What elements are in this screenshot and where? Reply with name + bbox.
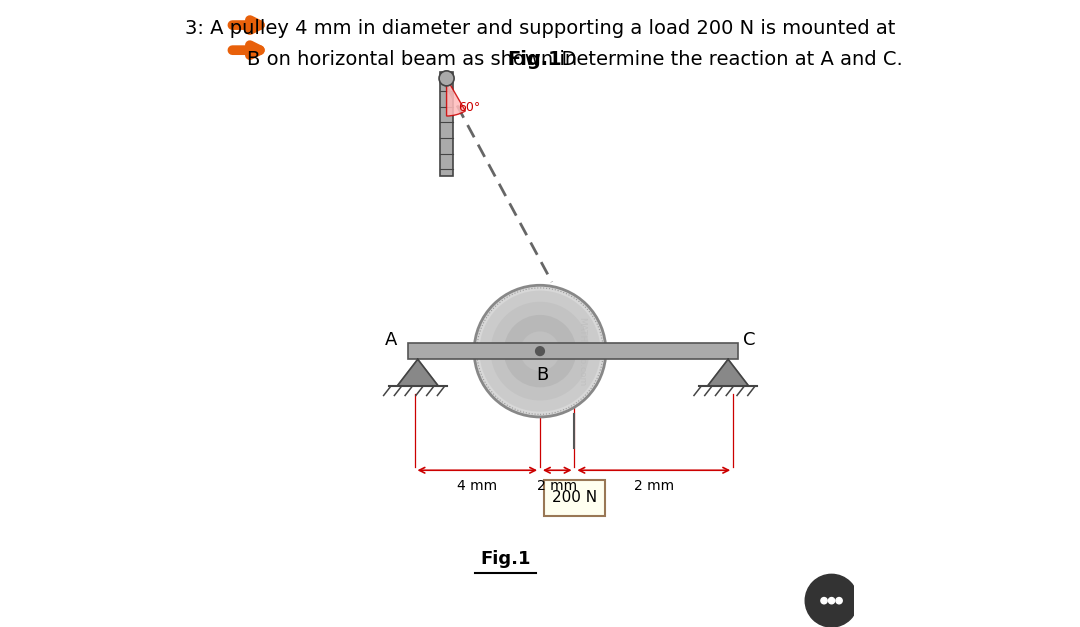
Circle shape xyxy=(474,285,606,417)
Circle shape xyxy=(536,347,544,356)
Circle shape xyxy=(828,598,835,604)
Text: B on horizontal beam as shown in: B on horizontal beam as shown in xyxy=(247,50,583,69)
Text: C: C xyxy=(743,331,756,349)
Circle shape xyxy=(503,315,577,387)
Bar xyxy=(440,72,454,176)
Polygon shape xyxy=(707,359,748,386)
Text: Fig.1: Fig.1 xyxy=(508,50,562,69)
Circle shape xyxy=(490,302,590,401)
Text: 2 mm: 2 mm xyxy=(634,479,674,493)
Text: 200 N: 200 N xyxy=(552,490,597,505)
Text: Fig.1: Fig.1 xyxy=(481,551,530,568)
Circle shape xyxy=(521,331,559,371)
Text: . Determine the reaction at A and C.: . Determine the reaction at A and C. xyxy=(550,50,903,69)
Circle shape xyxy=(440,71,454,86)
Text: 3: A pulley 4 mm in diameter and supporting a load 200 N is mounted at: 3: A pulley 4 mm in diameter and support… xyxy=(185,19,895,38)
Wedge shape xyxy=(446,78,465,116)
Circle shape xyxy=(532,343,548,359)
Text: A: A xyxy=(386,331,397,349)
Bar xyxy=(408,343,738,359)
Circle shape xyxy=(806,574,858,627)
Text: 2 mm: 2 mm xyxy=(537,479,578,493)
FancyBboxPatch shape xyxy=(544,480,605,516)
Circle shape xyxy=(836,598,842,604)
Text: 60°: 60° xyxy=(458,101,481,114)
Polygon shape xyxy=(397,359,438,386)
Text: 4 mm: 4 mm xyxy=(457,479,498,493)
Circle shape xyxy=(821,598,827,604)
Circle shape xyxy=(480,290,600,412)
Text: MATHalino.com: MATHalino.com xyxy=(578,317,586,386)
Text: B: B xyxy=(537,366,549,384)
